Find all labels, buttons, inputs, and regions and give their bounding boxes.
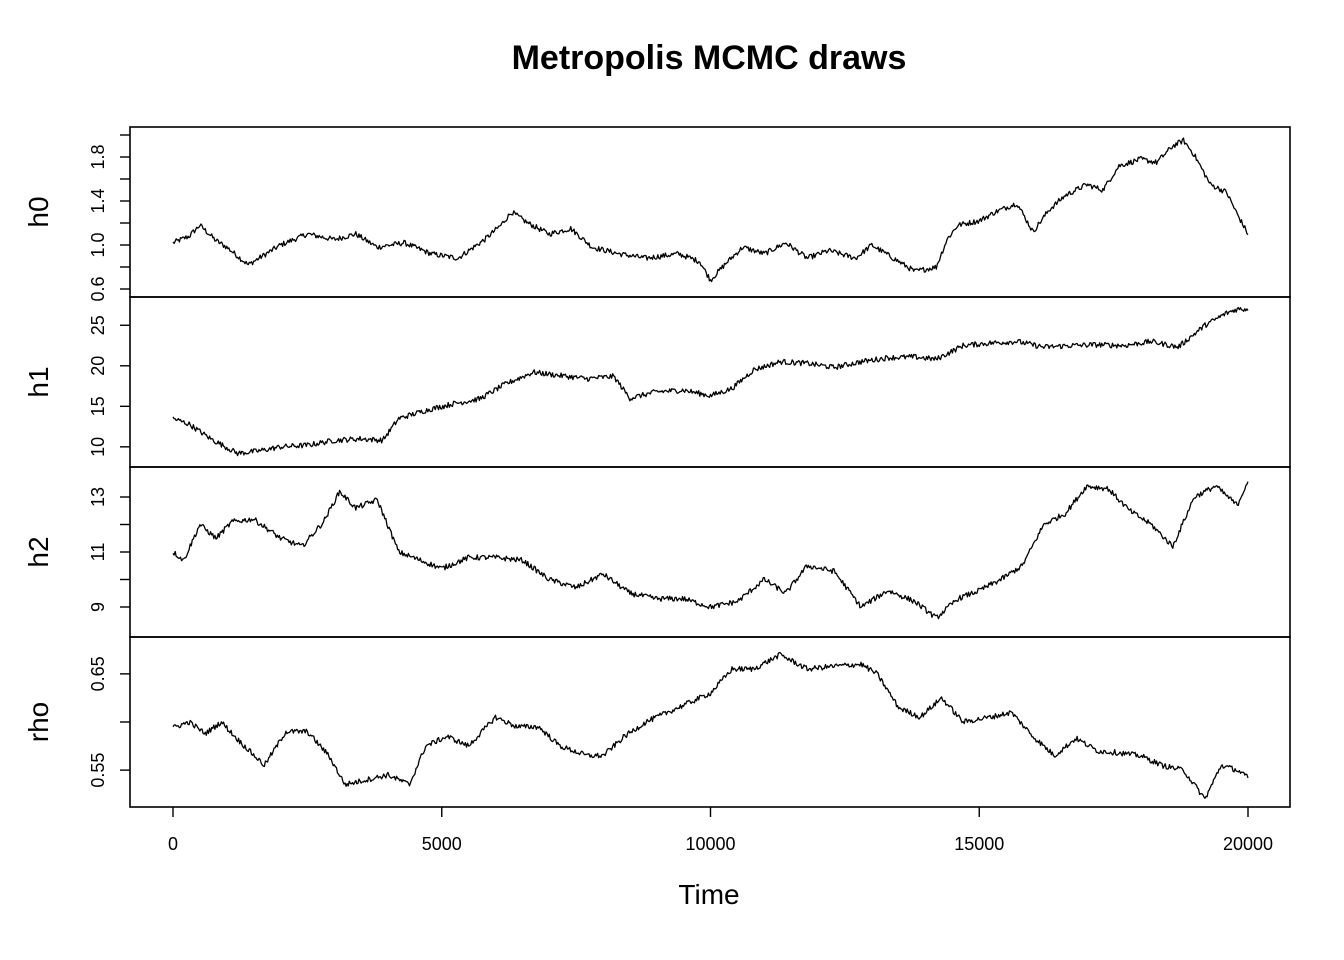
y-tick-label-h0-0: 0.6	[88, 276, 108, 301]
trace-line-h1	[172, 306, 1249, 457]
panel-rho: 0.55 0.65 rho	[23, 636, 1291, 808]
panel-h1: 10 15 20 25 h1	[23, 296, 1291, 468]
x-tick-label-3: 15000	[954, 834, 1004, 854]
x-axis: 0 5000 10000 15000 20000	[168, 807, 1273, 854]
panel-frame-rho	[129, 636, 1291, 808]
y-axis-label-h1: h1	[23, 366, 54, 397]
panel-frame-h0	[129, 126, 1291, 298]
panel-frame-h1	[129, 296, 1291, 468]
y-tick-label-h0-3: 1.8	[88, 144, 108, 169]
y-tick-label-h1-2: 20	[88, 356, 108, 376]
y-tick-label-h1-0: 10	[88, 437, 108, 457]
y-axis-label-h0: h0	[23, 196, 54, 227]
chart-title: Metropolis MCMC draws	[512, 39, 907, 77]
y-tick-label-rho-0: 0.55	[88, 753, 108, 788]
panels: 0.6 1.0 1.4 1.8 h0 10 15 20 25 h1 9 11 13 h2 0.55 0.65 r…	[23, 126, 1291, 808]
y-tick-label-h2-1: 11	[88, 543, 108, 562]
x-axis-label: Time	[678, 879, 739, 910]
trace-line-rho	[172, 651, 1249, 799]
y-tick-label-h2-0: 9	[88, 602, 108, 612]
y-tick-label-h1-1: 15	[88, 396, 108, 416]
y-tick-label-rho-1: 0.65	[88, 656, 108, 691]
x-tick-label-0: 0	[168, 834, 178, 854]
y-tick-label-h0-1: 1.0	[88, 232, 108, 257]
panel-h0: 0.6 1.0 1.4 1.8 h0	[23, 126, 1291, 302]
x-tick-label-1: 5000	[422, 834, 462, 854]
y-tick-label-h0-2: 1.4	[88, 188, 108, 213]
x-tick-label-2: 10000	[685, 834, 735, 854]
y-tick-label-h1-3: 25	[88, 315, 108, 335]
panel-frame-h2	[129, 466, 1291, 638]
panel-h2: 9 11 13 h2	[23, 466, 1291, 638]
trace-line-h0	[172, 137, 1249, 283]
x-tick-label-4: 20000	[1223, 834, 1273, 854]
y-tick-label-h2-2: 13	[88, 487, 108, 507]
y-axis-label-h2: h2	[23, 536, 54, 567]
trace-line-h2	[172, 481, 1249, 620]
y-axis-label-rho: rho	[23, 702, 54, 742]
